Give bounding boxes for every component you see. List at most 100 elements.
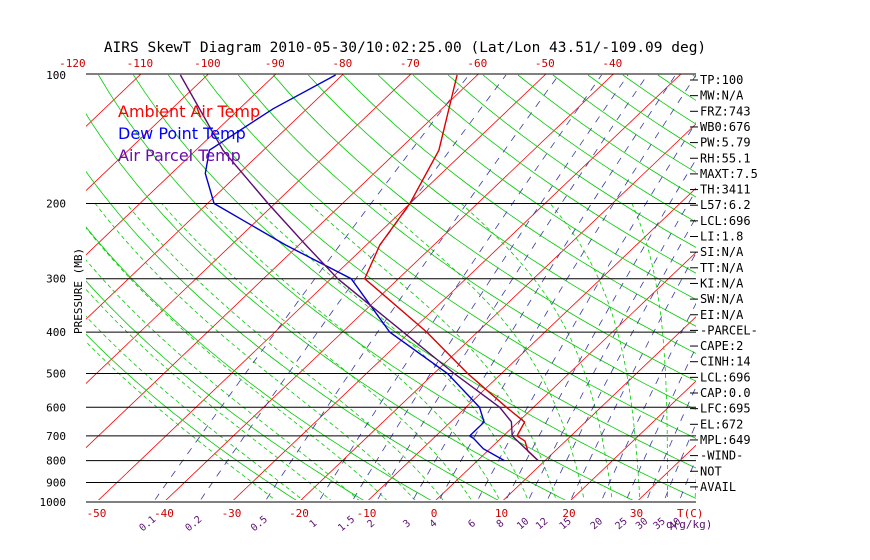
panel-entry: EL:672: [700, 417, 743, 431]
mixing-ratio-label: 20: [589, 516, 605, 532]
top-temperature-ticks: -120 -110 -100 -90 -80 -70 -60 -50 -40: [59, 57, 622, 70]
mixing-ratio-label: 10: [515, 516, 531, 532]
panel-entry: MW:N/A: [700, 89, 744, 103]
dry-adiabat-line: [203, 74, 696, 439]
mixing-ratio-label: 0.5: [249, 514, 270, 534]
legend-air-parcel-temp: Air Parcel Temp: [118, 146, 241, 165]
panel-entry: TH:3411: [700, 183, 751, 197]
moist-adiabat-line: [86, 341, 277, 500]
dry-adiabat-line: [517, 74, 696, 198]
mixing-ratio-line: [625, 346, 696, 500]
isotherm-line: [503, 316, 696, 500]
panel-entry: SI:N/A: [700, 245, 744, 259]
panel-entry: EI:N/A: [700, 308, 744, 322]
isotherm-line: [300, 123, 696, 500]
mixing-ratio-line: [570, 252, 696, 500]
isotherm-line: [86, 74, 209, 192]
mixing-ratio-line: [601, 302, 696, 500]
dry-adiabat-line: [657, 74, 696, 101]
dry-adiabat-line: [98, 74, 634, 500]
top-temp-tick-label: -90: [265, 57, 285, 70]
mixing-ratio-line: [376, 74, 648, 500]
dry-adiabat-line: [86, 170, 499, 500]
panel-entry: CAP:0.0: [700, 386, 751, 400]
isotherm-line: [762, 65, 870, 511]
y-axis-label: PRESSURE (MB): [72, 248, 85, 334]
moist-adiabat-line: [125, 203, 444, 500]
mixing-ratio-line: [646, 386, 696, 500]
bottom-temp-tick-label: -50: [87, 507, 107, 520]
sounding-series: [179, 74, 539, 462]
isotherm-line: [368, 187, 696, 500]
moist-adiabat-line: [86, 315, 304, 500]
pressure-tick-label: 200: [46, 198, 66, 211]
top-temp-tick-label: -70: [400, 57, 420, 70]
dry-adiabat-line: [412, 74, 696, 274]
mixing-ratio-line: [438, 74, 696, 500]
panel-entry: -PARCEL-: [700, 323, 758, 337]
top-temp-tick-label: -50: [535, 57, 555, 70]
dry-adiabat-line: [482, 74, 696, 223]
isotherm-line: [829, 65, 870, 511]
mixing-ratio-labels: 0.1 0.2 0.5 1 1.5 2 3 4 6 8 10 12 15 20 25 30 35 40: [137, 514, 683, 534]
mixing-ratio-line: [319, 74, 602, 500]
dry-adiabat-line: [168, 74, 696, 469]
panel-entry: TP:100: [700, 73, 743, 87]
panel-entry: MPL:649: [700, 433, 751, 447]
bottom-temp-tick-label: 30: [630, 507, 643, 520]
mixing-ratio-label: 4: [428, 518, 440, 530]
dry-adiabat-line: [272, 74, 696, 382]
pressure-tick-label: 100: [46, 69, 66, 82]
legend-dew-point-temp: Dew Point Temp: [118, 124, 246, 143]
panel-entry: FRZ:743: [700, 104, 751, 118]
dry-adiabat-line: [377, 74, 696, 300]
panel-entry: RH:55.1: [700, 151, 751, 165]
moist-adiabat-line: [86, 227, 388, 500]
isobar-lines: [86, 73, 696, 503]
dry-adiabat-lines: [86, 74, 696, 500]
mixing-ratio-line: [477, 121, 696, 500]
dry-adiabat-line: [86, 280, 365, 500]
panel-entry: KI:N/A: [700, 276, 744, 290]
panel-entry: NOT: [700, 464, 722, 478]
pressure-tick-label: 900: [46, 476, 66, 489]
panel-entry: -WIND-: [700, 449, 743, 463]
bottom-temp-tick-label: 20: [562, 507, 575, 520]
mixing-ratio-unit-label: q(g/kg): [666, 518, 712, 531]
moist-adiabat-line: [309, 203, 557, 500]
pressure-tick-label: 400: [46, 326, 66, 339]
moist-adiabat-line: [161, 203, 472, 500]
mixing-ratio-line: [679, 457, 696, 500]
panel-entry: CINH:14: [700, 355, 751, 369]
panel-entry: MAXT:7.5: [700, 167, 758, 181]
top-temp-tick-label: -100: [194, 57, 221, 70]
air-parcel-temp-line: [179, 74, 539, 462]
moist-adiabat-line: [549, 203, 641, 500]
moist-adiabat-line: [251, 203, 529, 500]
mixing-ratio-line: [265, 74, 560, 500]
mixing-ratio-label: 0.2: [183, 514, 204, 534]
top-temp-tick-label: -120: [59, 57, 86, 70]
bottom-temp-tick-label: -30: [222, 507, 242, 520]
dry-adiabat-line: [308, 74, 696, 354]
bottom-temperature-ticks: -50 -40 -30 -20 -10 0 10 20 30: [87, 507, 644, 520]
top-temp-tick-label: -60: [467, 57, 487, 70]
bottom-temp-tick-label: -10: [357, 507, 377, 520]
panel-entry: LCL:696: [700, 370, 751, 384]
isotherm-line: [98, 74, 547, 500]
ambient-air-temp-line: [363, 74, 539, 462]
bottom-temp-tick-label: 10: [495, 507, 508, 520]
mixing-ratio-label: 12: [534, 516, 550, 532]
isotherm-line: [86, 74, 277, 256]
mixing-ratio-label: 8: [495, 518, 507, 530]
mixing-ratio-label: 6: [466, 518, 478, 530]
dry-adiabat-line: [86, 113, 566, 500]
pressure-tick-label: 500: [46, 367, 66, 380]
isotherm-line: [233, 74, 682, 500]
mixing-ratio-label: 1: [308, 518, 320, 530]
legend-ambient-air-temp: Ambient Air Temp: [118, 102, 260, 121]
panel-entry: LI:1.8: [700, 230, 743, 244]
chart-title: AIRS SkewT Diagram 2010-05-30/10:02:25.0…: [104, 40, 706, 56]
